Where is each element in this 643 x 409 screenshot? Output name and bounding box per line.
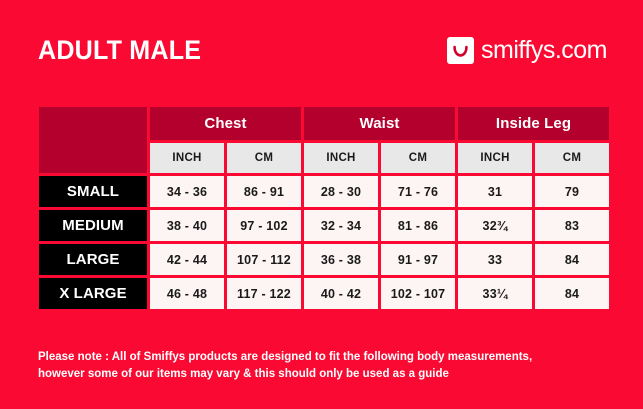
unit-header-waist-cm: CM	[381, 143, 456, 173]
cell-small-inside-leg-cm: 79	[535, 176, 610, 207]
size-label-x-large: X LARGE	[39, 278, 147, 309]
table-row: LARGE 42 - 44 107 - 112 36 - 38 91 - 97 …	[39, 244, 610, 275]
cell-x-large-waist-cm: 102 - 107	[381, 278, 456, 309]
table-unit-header-row: INCH CM INCH CM INCH CM	[39, 143, 610, 173]
unit-header-chest-cm: CM	[227, 143, 301, 173]
size-label-large: LARGE	[39, 244, 147, 275]
cell-small-waist-cm: 71 - 76	[381, 176, 456, 207]
column-group-waist: Waist	[304, 107, 456, 140]
column-group-chest: Chest	[150, 107, 301, 140]
cell-small-chest-inch: 34 - 36	[150, 176, 224, 207]
cell-large-inside-leg-cm: 84	[535, 244, 610, 275]
footnote: Please note : All of Smiffys products ar…	[38, 349, 598, 382]
table-row: MEDIUM 38 - 40 97 - 102 32 - 34 81 - 86 …	[39, 210, 610, 241]
unit-header-inside-leg-inch: INCH	[458, 143, 533, 173]
unit-header-waist-inch: INCH	[304, 143, 378, 173]
cell-medium-chest-inch: 38 - 40	[150, 210, 224, 241]
unit-header-chest-inch: INCH	[150, 143, 224, 173]
cell-medium-waist-inch: 32 - 34	[304, 210, 378, 241]
size-chart-table: Chest Waist Inside Leg INCH CM INCH CM I…	[36, 104, 612, 312]
cell-large-chest-cm: 107 - 112	[227, 244, 301, 275]
cell-medium-inside-leg-cm: 83	[535, 210, 610, 241]
size-label-medium: MEDIUM	[39, 210, 147, 241]
table-row: SMALL 34 - 36 86 - 91 28 - 30 71 - 76 31…	[39, 176, 610, 207]
cell-medium-waist-cm: 81 - 86	[381, 210, 456, 241]
size-label-small: SMALL	[39, 176, 147, 207]
cell-x-large-chest-inch: 46 - 48	[150, 278, 224, 309]
brand-logo: smiffys.com	[447, 35, 608, 64]
brand-name: smiffys.com	[481, 35, 608, 64]
cell-x-large-chest-cm: 117 - 122	[227, 278, 301, 309]
table-group-header-row: Chest Waist Inside Leg	[39, 107, 610, 173]
page-header: ADULT MALE smiffys.com	[0, 0, 643, 100]
cell-large-chest-inch: 42 - 44	[150, 244, 224, 275]
cell-medium-inside-leg-inch: 32¾	[458, 210, 533, 241]
footnote-line-1: Please note : All of Smiffys products ar…	[38, 351, 533, 363]
cell-medium-chest-cm: 97 - 102	[227, 210, 301, 241]
cell-small-chest-cm: 86 - 91	[227, 176, 301, 207]
cell-large-inside-leg-inch: 33	[458, 244, 533, 275]
cell-small-inside-leg-inch: 31	[458, 176, 533, 207]
unit-header-inside-leg-cm: CM	[535, 143, 610, 173]
cell-small-waist-inch: 28 - 30	[304, 176, 378, 207]
footnote-line-2: however some of our items may vary & thi…	[38, 367, 449, 380]
cell-large-waist-inch: 36 - 38	[304, 244, 378, 275]
cell-x-large-waist-inch: 40 - 42	[304, 278, 378, 309]
table-row: X LARGE 46 - 48 117 - 122 40 - 42 102 - …	[39, 278, 610, 309]
table-corner-cell	[39, 107, 147, 173]
smile-icon	[447, 36, 474, 64]
cell-x-large-inside-leg-inch: 33¼	[458, 278, 533, 309]
cell-large-waist-cm: 91 - 97	[381, 244, 456, 275]
cell-x-large-inside-leg-cm: 84	[535, 278, 610, 309]
column-group-inside-leg: Inside Leg	[458, 107, 610, 140]
page-title: ADULT MALE	[38, 34, 202, 65]
